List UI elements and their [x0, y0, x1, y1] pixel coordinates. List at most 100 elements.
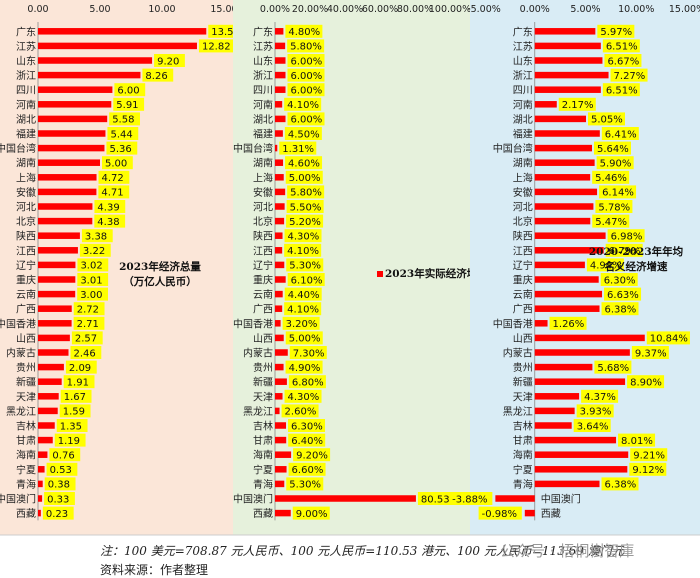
data-label: 0.76 [52, 451, 74, 462]
category-label: 四川 [16, 86, 36, 97]
category-label: 河北 [253, 202, 273, 214]
category-label: 广东 [253, 25, 273, 38]
data-label-background [79, 243, 111, 257]
category-label: 广西 [16, 304, 36, 316]
data-label-background [629, 462, 667, 476]
data-label-background [592, 214, 630, 228]
data-label: 0.23 [46, 509, 68, 520]
bar [275, 320, 281, 327]
panel-title: 2020-2023年年均 [589, 245, 683, 258]
bar [534, 480, 600, 488]
bar [38, 451, 48, 458]
category-label: 贵州 [513, 361, 533, 374]
category-label: 海南 [513, 449, 533, 462]
bar [38, 144, 105, 152]
category-label: 福建 [253, 128, 273, 141]
data-label-background [102, 156, 133, 170]
bar [534, 144, 592, 152]
x-tick-label: 80.00% [397, 4, 433, 15]
category-label: 青海 [253, 478, 273, 491]
x-tick-label: -5.00% [467, 4, 501, 15]
data-label: 2.71 [77, 319, 99, 330]
bar [534, 57, 603, 64]
data-label-background [599, 185, 637, 199]
category-label: 中国香港 [493, 317, 533, 330]
bar [38, 436, 53, 444]
data-label-background [54, 433, 86, 447]
bar [275, 495, 416, 502]
data-label-background [618, 433, 656, 447]
data-label: 2.46 [74, 348, 96, 359]
bar [275, 71, 286, 79]
category-label: 新疆 [253, 376, 273, 389]
category-label: 辽宁 [16, 259, 36, 272]
data-label-background [646, 331, 690, 345]
data-label-background [98, 170, 130, 184]
data-label-background [106, 141, 138, 155]
data-label: 10.84% [650, 334, 688, 345]
bar [534, 378, 626, 385]
data-label: 6.10% [291, 275, 323, 286]
bar [38, 159, 100, 166]
x-tick-label: 100.00% [429, 4, 471, 15]
data-label-background [597, 24, 635, 38]
data-label-background [279, 141, 317, 155]
bar [534, 466, 628, 473]
bar [275, 86, 286, 93]
data-label-background [282, 316, 320, 330]
category-label: 天津 [253, 391, 273, 403]
data-label-background [604, 54, 642, 67]
bar [275, 57, 286, 64]
data-label: 5.58 [112, 115, 134, 126]
bar [38, 101, 112, 108]
bar [38, 509, 41, 517]
data-label-background [631, 346, 669, 359]
category-label: 黑龙江 [503, 405, 533, 418]
category-label: 宁夏 [253, 463, 273, 476]
bar [534, 320, 548, 327]
category-label: 辽宁 [253, 259, 273, 272]
category-label: 海南 [16, 449, 36, 462]
x-tick-label: 5.00% [570, 4, 600, 15]
category-label: 湖北 [253, 114, 273, 126]
data-label: 4.72 [102, 173, 124, 184]
data-label: 9.21% [633, 451, 665, 462]
bar [275, 159, 284, 166]
x-tick-label: 15.00 [210, 4, 237, 15]
data-label-background [627, 375, 665, 389]
data-label: 5.78% [598, 202, 630, 213]
data-label-background [287, 273, 325, 286]
data-label: 5.46% [595, 173, 627, 184]
category-label: 中国澳门 [0, 493, 36, 506]
bar [38, 115, 108, 123]
category-label: 宁夏 [513, 463, 533, 476]
data-label-background [71, 331, 103, 345]
category-label: 山东 [253, 55, 273, 68]
data-label: 5.47% [595, 217, 627, 228]
data-label: 6.51% [606, 42, 638, 53]
data-label-background [586, 258, 624, 272]
data-label: 2.09 [69, 363, 91, 374]
bar [38, 174, 97, 181]
data-label: 5.91 [116, 100, 138, 111]
bar [275, 378, 287, 385]
bar [275, 393, 283, 400]
x-tick-label: 0.00% [520, 4, 550, 15]
data-label: 1.59 [63, 407, 85, 418]
data-label: 6.14% [602, 188, 634, 199]
data-label: 8.26 [145, 71, 167, 82]
data-label: 5.90% [600, 159, 632, 170]
data-label: 2.72 [77, 305, 99, 316]
data-label-background [549, 316, 587, 330]
data-label-background [601, 477, 639, 491]
data-label-background [286, 477, 324, 491]
category-label: 中国台湾 [0, 142, 36, 155]
data-label-background [602, 83, 640, 97]
data-label: 2.60% [285, 407, 317, 418]
data-label: 12.82 [202, 42, 231, 53]
x-tick-label: 5.00 [89, 4, 110, 15]
bar [38, 261, 76, 269]
bar [275, 276, 286, 283]
bar [38, 422, 55, 429]
